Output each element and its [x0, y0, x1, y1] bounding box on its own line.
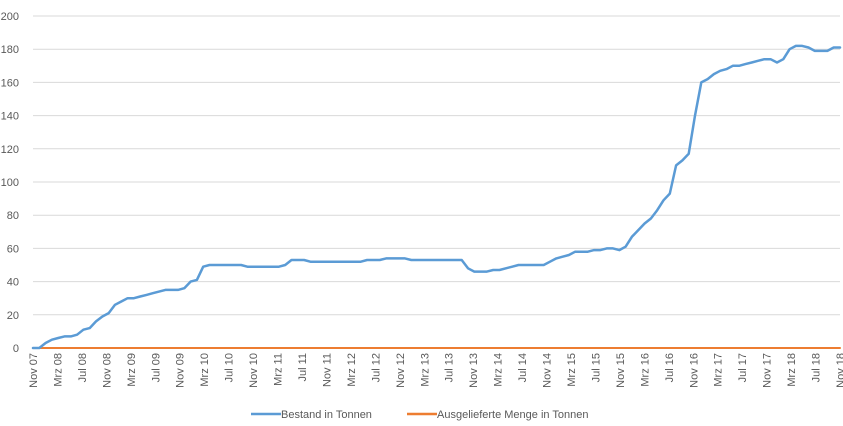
x-tick-label: Jul 12 — [370, 353, 382, 382]
x-tick-label: Jul 17 — [737, 353, 749, 382]
y-axis: 0 20 40 60 80 100 120 140 160 180 200 — [1, 11, 19, 355]
x-tick-label: Mrz 17 — [713, 353, 725, 387]
x-tick-label: Mrz 11 — [273, 353, 285, 386]
legend: Bestand in Tonnen Ausgelieferte Menge in … — [251, 409, 588, 421]
x-tick-label: Nov 10 — [248, 353, 260, 388]
x-tick-label: Jul 10 — [224, 353, 236, 382]
x-tick-label: Mrz 14 — [493, 353, 505, 387]
x-tick-label: Mrz 10 — [199, 353, 211, 387]
x-tick-label: Mrz 08 — [52, 353, 64, 387]
y-tick-label: 20 — [7, 310, 19, 322]
y-tick-label: 180 — [1, 44, 19, 56]
x-tick-label: Mrz 15 — [566, 353, 578, 387]
y-tick-label: 0 — [13, 343, 19, 355]
x-tick-label: Jul 14 — [517, 353, 529, 382]
x-tick-label: Nov 08 — [101, 353, 113, 388]
legend-item-ausgeliefert: Ausgelieferte Menge in Tonnen — [407, 409, 588, 421]
y-tick-label: 80 — [7, 210, 19, 222]
y-tick-label: 40 — [7, 277, 19, 289]
x-tick-label: Nov 14 — [542, 353, 554, 388]
y-tick-label: 100 — [1, 177, 19, 189]
series-group — [31, 44, 842, 350]
x-tick-label: Jul 16 — [664, 353, 676, 382]
x-tick-label: Jul 08 — [77, 353, 89, 382]
x-tick-label: Mrz 12 — [346, 353, 358, 387]
legend-label: Bestand in Tonnen — [281, 409, 372, 421]
x-tick-label: Nov 15 — [615, 353, 627, 388]
x-tick-label: Jul 11 — [297, 353, 309, 382]
y-tick-label: 60 — [7, 243, 19, 255]
y-tick-label: 160 — [1, 77, 19, 89]
x-tick-label: Jul 09 — [150, 353, 162, 382]
x-axis: Nov 07 Mrz 08 Jul 08 Nov 08 Mrz 09 Jul 09 Nov … — [28, 347, 843, 388]
x-tick-label: Jul 13 — [444, 353, 456, 382]
x-tick-label: Nov 09 — [175, 353, 187, 388]
x-tick-label: Nov 16 — [688, 353, 700, 388]
x-tick-label: Jul 18 — [811, 353, 823, 382]
x-tick-label: Nov 13 — [468, 353, 480, 388]
x-tick-label: Jul 15 — [590, 353, 602, 382]
x-tick-label: Nov 18 — [835, 353, 843, 388]
x-tick-label: Nov 11 — [321, 353, 333, 387]
x-tick-label: Mrz 16 — [639, 353, 651, 387]
x-tick-label: Mrz 09 — [126, 353, 138, 387]
x-tick-label: Nov 17 — [762, 353, 774, 388]
y-tick-label: 120 — [1, 144, 19, 156]
x-tick-label: Mrz 18 — [786, 353, 798, 387]
series-line-bestand — [31, 44, 842, 350]
x-tick-label: Mrz 13 — [419, 353, 431, 387]
legend-label: Ausgelieferte Menge in Tonnen — [437, 409, 588, 421]
y-tick-label: 200 — [1, 11, 19, 23]
legend-item-bestand: Bestand in Tonnen — [251, 409, 372, 421]
gridlines — [33, 15, 840, 316]
y-tick-label: 140 — [1, 111, 19, 123]
x-tick-label: Nov 12 — [395, 353, 407, 388]
x-tick-label: Nov 07 — [28, 353, 40, 388]
